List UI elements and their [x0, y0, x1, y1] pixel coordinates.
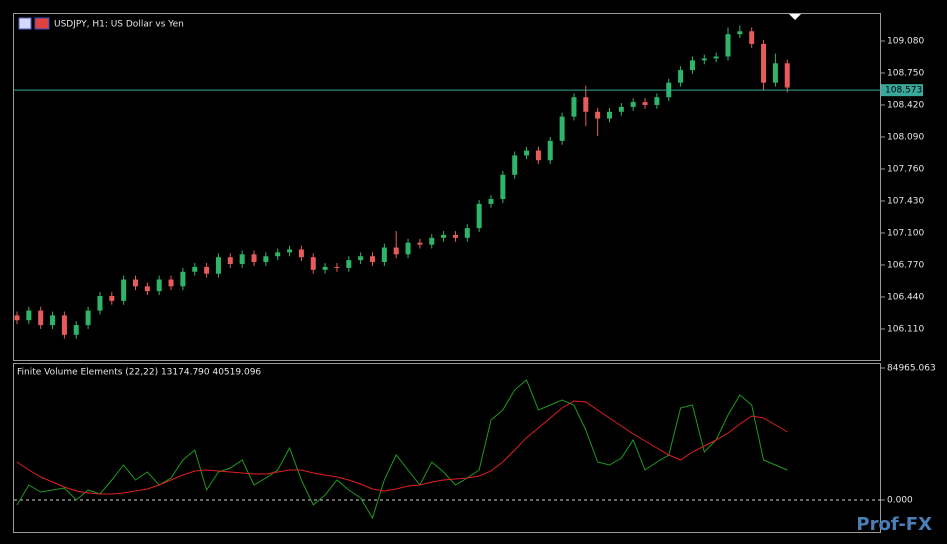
candle-body — [381, 247, 387, 263]
candle-body — [476, 203, 482, 229]
y-tick-label: 109.080 — [887, 36, 924, 46]
candle-body — [287, 249, 293, 253]
candle-body — [61, 315, 67, 335]
candle-body — [275, 252, 281, 257]
candle-body — [180, 271, 186, 287]
candle-body — [761, 43, 767, 83]
candle-body — [559, 116, 565, 141]
candle-body — [571, 97, 577, 117]
candle-body — [441, 234, 447, 238]
candle-body — [500, 174, 506, 200]
price-label: 108.573 — [885, 86, 922, 96]
candle-body — [429, 237, 435, 245]
candle-body — [50, 315, 56, 326]
candle-body — [133, 279, 138, 287]
candle-body — [334, 266, 340, 268]
candle-body — [38, 310, 44, 326]
flag-icon — [34, 17, 50, 30]
candle-body — [204, 266, 210, 274]
indicator-line — [16, 400, 788, 495]
indicator-title: Finite Volume Elements (22,22) 13174.790… — [17, 368, 261, 378]
candle-body — [370, 256, 375, 263]
candle-body — [215, 257, 221, 274]
y-tick-label: 106.770 — [887, 260, 924, 270]
candle-body — [654, 97, 660, 105]
candle-body — [121, 279, 127, 301]
candle-body — [322, 266, 328, 270]
candle-body — [251, 254, 257, 263]
candle-body — [405, 242, 411, 255]
y-tick-label: 108.750 — [887, 68, 924, 78]
candle-body — [26, 310, 32, 321]
candle-body — [725, 34, 731, 57]
candle-body — [109, 296, 115, 301]
candle-body — [346, 260, 352, 268]
candle-body — [263, 256, 269, 263]
candle-body — [452, 234, 458, 238]
candle-body — [192, 266, 198, 272]
candle-body — [749, 31, 755, 44]
candle-body — [298, 249, 304, 258]
candle-body — [737, 31, 743, 35]
candle-body — [156, 279, 162, 292]
candle-body — [784, 63, 790, 88]
indicator-panel-frame — [13, 363, 881, 533]
y-tick-label: 0.000 — [887, 495, 913, 505]
price-label-box — [881, 84, 923, 97]
indicator-line — [16, 379, 788, 520]
candle-body — [227, 257, 233, 265]
candle-body — [701, 58, 707, 61]
y-tick-label: 106.110 — [887, 324, 924, 334]
candle-body — [535, 150, 541, 161]
candle-body — [630, 102, 636, 107]
y-tick-label: 107.760 — [887, 164, 924, 174]
candle-body — [642, 102, 648, 105]
candle-body — [73, 325, 79, 335]
candle-body — [618, 106, 624, 112]
candle-body — [595, 111, 601, 119]
candle-body — [678, 70, 684, 83]
window-icon — [18, 17, 32, 30]
y-tick-label: 108.090 — [887, 132, 924, 142]
y-tick-label: 107.100 — [887, 228, 924, 238]
shift-marker — [789, 14, 801, 20]
candle-body — [524, 150, 530, 156]
candle-body — [512, 155, 518, 175]
candle-body — [310, 257, 316, 270]
candle-body — [85, 310, 91, 326]
candle-body — [358, 256, 364, 261]
y-tick-label: 107.430 — [887, 196, 924, 206]
symbol-title: USDJPY, H1: US Dollar vs Yen — [54, 20, 184, 30]
y-tick-label: 108.420 — [887, 100, 924, 110]
main-panel-frame — [13, 13, 881, 361]
y-tick-label: 106.440 — [887, 292, 924, 302]
candle-body — [464, 228, 470, 238]
candle-body — [239, 254, 245, 265]
candle-body — [607, 111, 612, 119]
candle-body — [14, 315, 20, 321]
candle-body — [713, 56, 719, 59]
candle-body — [547, 140, 553, 161]
y-tick-label: 84965.063 — [887, 364, 936, 374]
candle-body — [488, 199, 494, 204]
candle-body — [144, 286, 150, 292]
candle-body — [393, 247, 399, 255]
candle-body — [772, 63, 778, 83]
candle-body — [97, 296, 103, 311]
watermark: Prof-FX — [856, 514, 932, 535]
candle-body — [583, 97, 589, 112]
candle-body — [689, 60, 695, 71]
candle-body — [168, 279, 174, 287]
candle-body — [417, 242, 423, 245]
